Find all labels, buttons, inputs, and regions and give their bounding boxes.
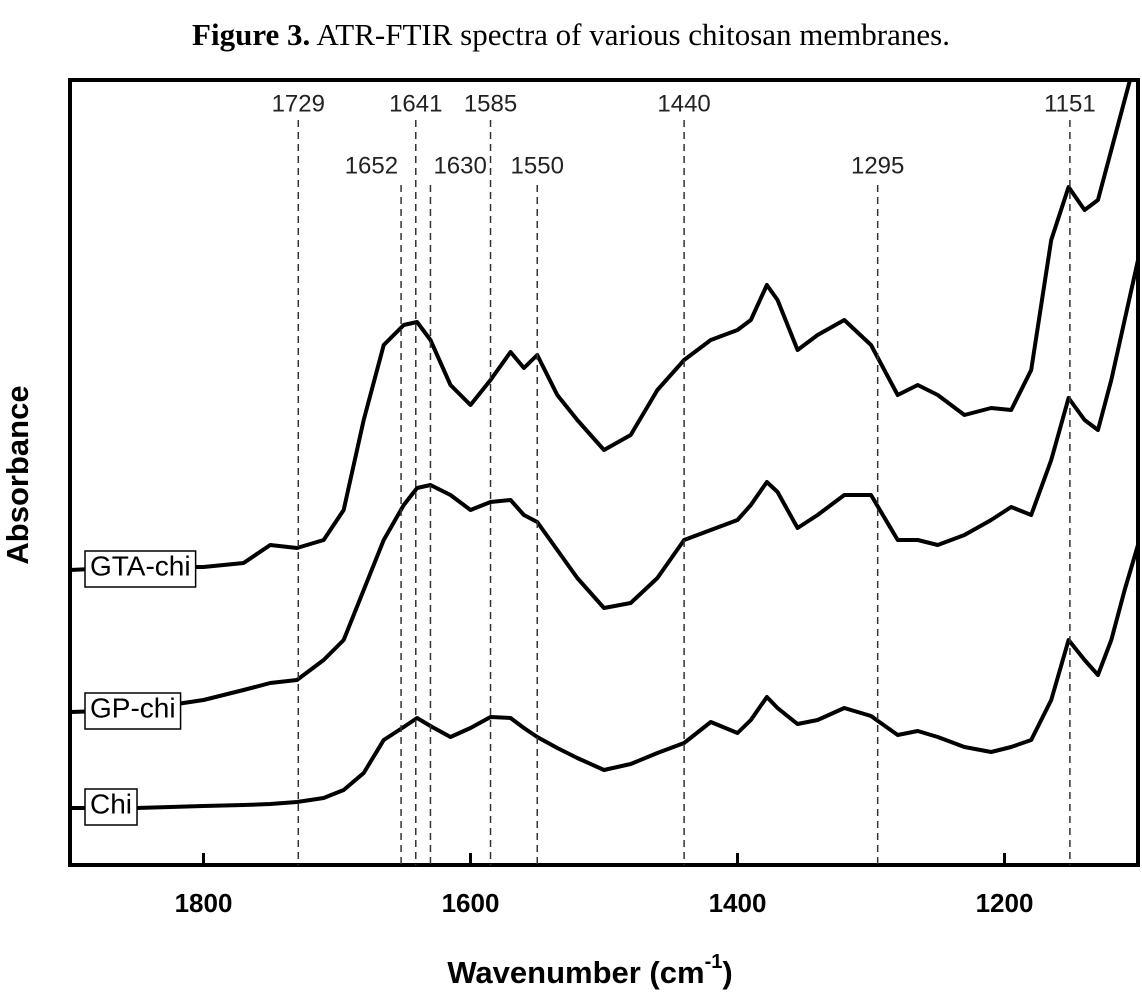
x-label-text: Wavenumber (cm	[447, 955, 704, 990]
series-label-box	[84, 550, 197, 588]
annotation-label: 1550	[511, 152, 564, 179]
x-axis-label: Wavenumber (cm-1)	[447, 951, 732, 990]
caption-text: ATR-FTIR spectra of various chitosan mem…	[316, 17, 950, 52]
annotation-label: 1440	[657, 90, 710, 117]
series-label: GTA-chi	[90, 550, 191, 581]
annotation-label: 1641	[389, 90, 442, 117]
plot-frame	[68, 78, 1140, 867]
series-label: GP-chi	[90, 692, 176, 723]
annotation-label: 1729	[272, 90, 325, 117]
spectrum-line	[70, 80, 1133, 572]
x-tick-label: 1800	[175, 888, 233, 918]
overlay: GTA-chi GP-chi Chi	[84, 550, 197, 826]
series-label-box	[84, 692, 182, 730]
spectrum-line	[70, 259, 1138, 714]
series-label: Chi	[90, 788, 132, 819]
spectrum-line	[70, 544, 1138, 810]
annotation-label: 1630	[433, 152, 486, 179]
x-tick-label: 1600	[442, 888, 500, 918]
annotation-label: 1295	[851, 152, 904, 179]
plot-area	[70, 80, 1138, 810]
series-label-box	[84, 788, 138, 826]
y-axis-label: Absorbance	[0, 385, 35, 564]
x-tick-label: 1400	[709, 888, 767, 918]
annotation-label: 1652	[345, 152, 398, 179]
caption: Figure 3. ATR-FTIR spectra of various ch…	[192, 17, 950, 52]
annotation-label: 1151	[1044, 90, 1096, 117]
caption-label: Figure 3.	[192, 17, 310, 52]
annotation-label: 1585	[464, 90, 517, 117]
x-label-end: )	[722, 955, 732, 990]
x-label-sup: -1	[705, 951, 723, 973]
x-tick-label: 1200	[976, 888, 1034, 918]
